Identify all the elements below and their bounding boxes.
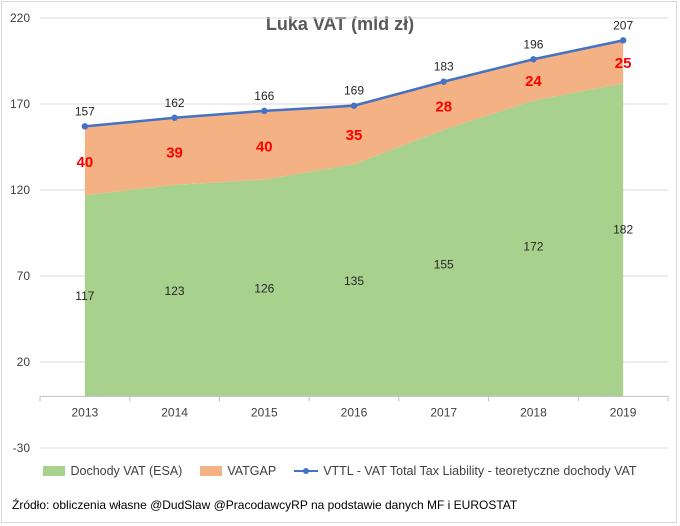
legend-swatch-esa [43, 466, 66, 476]
vttl-point [619, 37, 627, 44]
y-tick-label: 170 [10, 97, 30, 111]
x-tick-label: 2015 [251, 405, 278, 419]
legend-label-esa: Dochody VAT (ESA) [70, 464, 183, 478]
vatgap-value-label: 35 [346, 127, 363, 144]
x-tick-label: 2014 [161, 405, 188, 419]
vttl-point [81, 123, 89, 130]
area-vatgap [84, 40, 624, 196]
y-tick-label: 70 [17, 269, 31, 283]
vttl-value-label: 162 [165, 96, 185, 110]
legend-swatch-vttl [294, 466, 319, 476]
vttl-point [530, 56, 537, 63]
y-tick-label: 120 [10, 183, 30, 197]
x-tick-label: 2018 [520, 405, 547, 419]
vttl-value-label: 196 [523, 37, 543, 51]
y-tick-label: -30 [13, 441, 31, 455]
vatgap-value-label: 28 [435, 99, 452, 116]
esa-value-label: 182 [613, 222, 633, 236]
y-tick-label: 220 [10, 11, 30, 25]
legend-label-vttl: VTTL - VAT Total Tax Liability - teorety… [323, 464, 637, 478]
esa-value-label: 123 [165, 284, 185, 298]
x-tick-label: 2016 [341, 405, 368, 419]
vatgap-value-label: 24 [525, 73, 542, 90]
area-dochody-vat-esa [84, 83, 624, 397]
vttl-value-label: 207 [613, 18, 633, 32]
vatgap-value-label: 39 [166, 144, 183, 161]
esa-value-label: 126 [254, 281, 274, 295]
x-tick-label: 2019 [610, 405, 637, 419]
y-tick-label: 20 [17, 355, 31, 369]
vttl-point [171, 114, 178, 121]
x-tick-label: 2013 [72, 405, 99, 419]
vttl-value-label: 157 [75, 104, 95, 118]
vttl-point [261, 107, 268, 115]
vttl-point [350, 102, 358, 109]
legend-item-vatgap: VATGAP [200, 464, 276, 478]
esa-value-label: 135 [344, 274, 364, 288]
chart: Luka VAT (mld zł) 157 162 166 169 183 196 207 4… [10, 11, 669, 455]
vttl-value-label: 166 [254, 89, 274, 103]
esa-value-label: 155 [434, 257, 454, 271]
legend-swatch-vatgap [200, 466, 223, 476]
vatgap-value-label: 40 [77, 154, 94, 171]
legend: Dochody VAT (ESA) VATGAP VTTL - VAT Tota… [0, 464, 680, 478]
esa-value-label: 117 [75, 289, 94, 303]
vttl-value-label: 183 [434, 60, 454, 74]
source-note: Źródło: obliczenia własne @DudSlaw @Prac… [12, 498, 518, 512]
legend-item-esa: Dochody VAT (ESA) [43, 464, 182, 478]
vatgap-value-label: 25 [615, 55, 632, 72]
esa-value-label: 172 [523, 240, 543, 254]
vatgap-value-label: 40 [256, 138, 273, 155]
vttl-value-label: 169 [344, 84, 364, 98]
legend-item-vttl: VTTL - VAT Total Tax Liability - teorety… [294, 464, 637, 478]
vttl-point [440, 78, 447, 85]
chart-title: Luka VAT (mld zł) [266, 14, 414, 34]
legend-label-vatgap: VATGAP [227, 464, 277, 478]
x-tick-label: 2017 [430, 405, 457, 419]
